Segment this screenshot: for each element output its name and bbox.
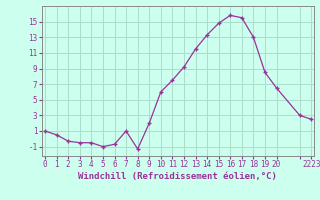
- X-axis label: Windchill (Refroidissement éolien,°C): Windchill (Refroidissement éolien,°C): [78, 172, 277, 181]
